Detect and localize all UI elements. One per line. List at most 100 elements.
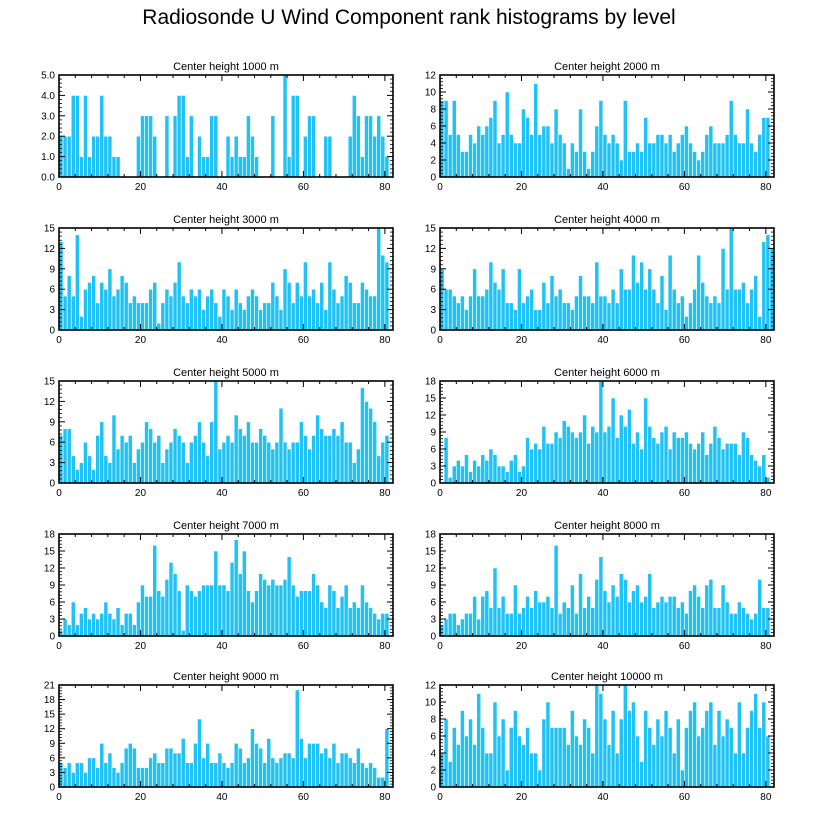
bar — [651, 437, 657, 484]
bar — [241, 435, 247, 484]
bar — [480, 727, 486, 788]
bar — [221, 584, 227, 637]
bar — [274, 441, 280, 484]
bar — [749, 142, 754, 178]
bar — [148, 757, 153, 788]
bar — [460, 618, 465, 637]
bar — [451, 613, 457, 637]
x-tick-label: 0 — [437, 335, 443, 346]
bar — [262, 762, 268, 788]
bar — [315, 742, 320, 788]
bar — [168, 441, 174, 484]
bar — [692, 701, 697, 788]
y-tick-label: 6 — [430, 598, 436, 609]
x-tick-label: 20 — [135, 641, 147, 652]
bar — [537, 448, 543, 484]
bar — [189, 590, 194, 637]
panel-title: Center height 9000 m — [173, 671, 279, 683]
bar — [360, 387, 365, 484]
x-tick-label: 60 — [679, 488, 691, 499]
bar — [720, 735, 726, 788]
bar — [618, 414, 624, 484]
bar — [335, 607, 341, 637]
bar — [115, 607, 121, 637]
x-tick-label: 40 — [597, 488, 609, 499]
bar — [290, 441, 296, 484]
bar — [464, 151, 469, 178]
bar — [152, 545, 158, 637]
y-tick-label: 0 — [49, 326, 55, 337]
bar — [294, 282, 300, 331]
x-tick-label: 80 — [760, 641, 772, 652]
bar — [696, 443, 701, 484]
bar — [704, 134, 710, 178]
bar — [586, 727, 592, 788]
y-tick-label: 4 — [430, 139, 436, 150]
bar — [631, 590, 636, 637]
bar — [237, 428, 243, 484]
bar-series — [58, 74, 390, 178]
y-tick-label: 2.0 — [41, 132, 55, 143]
bar — [62, 295, 68, 331]
x-tick-label: 40 — [216, 488, 228, 499]
bar — [565, 168, 571, 178]
y-tick-label: 2 — [430, 156, 436, 167]
y-tick-label: 18 — [425, 530, 437, 541]
bar — [91, 613, 96, 637]
bar — [667, 596, 673, 637]
bar — [680, 134, 685, 178]
bar — [508, 460, 514, 484]
bar — [132, 462, 137, 484]
bar — [455, 134, 461, 178]
bar — [193, 742, 198, 788]
bar — [266, 441, 272, 484]
x-tick-label: 20 — [135, 335, 147, 346]
bar — [115, 448, 121, 484]
x-tick-label: 60 — [298, 182, 310, 193]
bar — [549, 142, 555, 178]
bar — [213, 115, 219, 178]
bar — [66, 275, 72, 331]
bar — [294, 689, 300, 788]
bar — [533, 590, 539, 637]
y-tick-label: 18 — [425, 377, 437, 388]
bar — [246, 295, 251, 331]
y-tick-label: 12 — [44, 724, 56, 735]
bar — [761, 607, 767, 637]
bar — [111, 156, 117, 178]
bar — [447, 761, 453, 788]
bar — [229, 156, 235, 178]
bar — [468, 471, 473, 484]
bar — [496, 142, 502, 178]
x-tick-label: 20 — [135, 182, 147, 193]
bar — [127, 435, 133, 484]
bar — [180, 738, 186, 788]
bar — [716, 710, 722, 788]
bar — [753, 613, 759, 637]
bar — [262, 302, 268, 331]
bar — [103, 762, 109, 788]
bar — [480, 596, 486, 637]
bar — [561, 302, 567, 331]
bar — [680, 601, 685, 637]
bar — [525, 295, 530, 331]
bar — [95, 135, 101, 178]
bar — [753, 275, 759, 331]
bar — [62, 618, 68, 637]
bar — [598, 556, 604, 637]
bar — [496, 607, 502, 637]
bar — [189, 288, 194, 331]
bar — [258, 747, 263, 788]
bar — [639, 761, 644, 788]
bar — [70, 601, 76, 637]
bar — [671, 596, 677, 637]
bar — [618, 159, 624, 178]
bar — [290, 584, 296, 637]
bar — [290, 757, 296, 788]
bar — [127, 742, 133, 788]
panel-4: Center height 4000 m 0 20 40 60 80 0 3 6 9 12 15 — [425, 214, 775, 346]
bar — [294, 95, 300, 178]
bar — [335, 762, 341, 788]
bar — [655, 443, 661, 484]
panel-6: Center height 6000 m 0 20 40 60 80 0 3 6 9 12 15 18 — [425, 367, 775, 499]
